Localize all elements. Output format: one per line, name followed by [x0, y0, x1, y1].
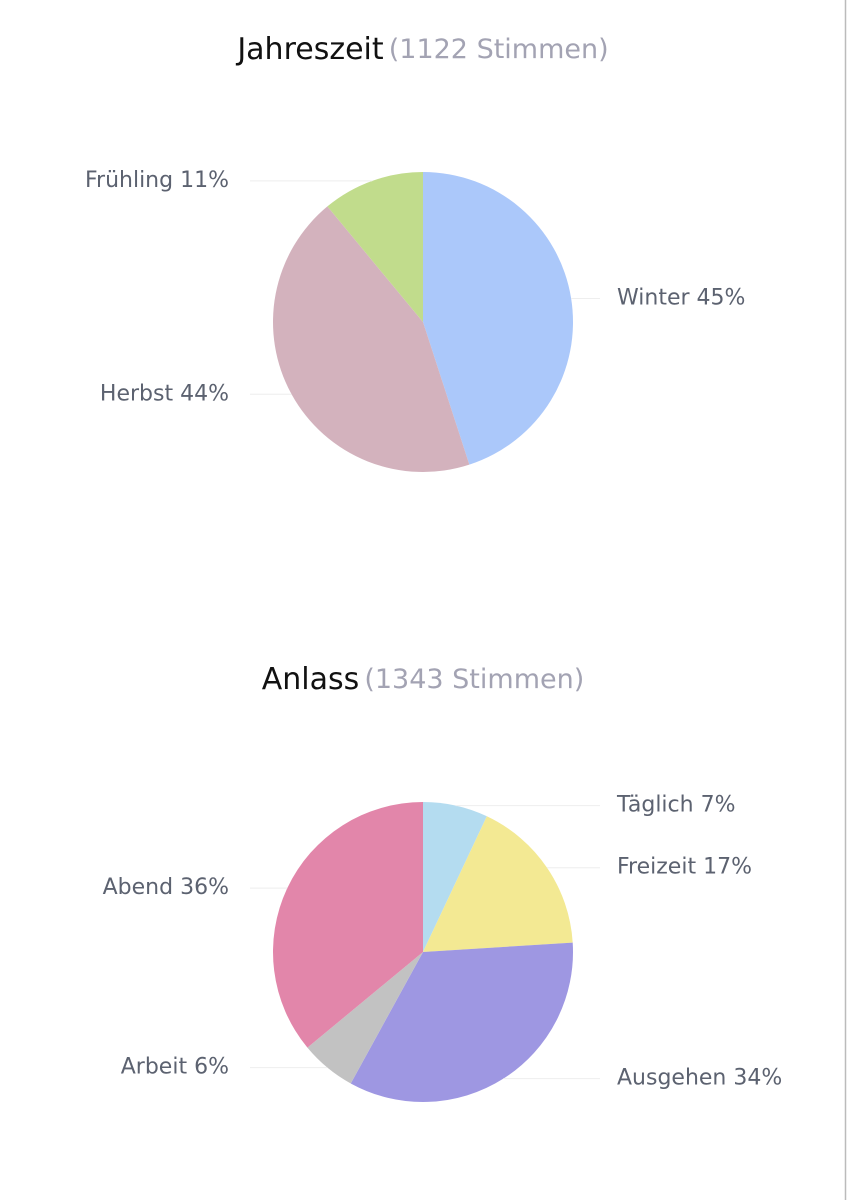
label-category: Freizeit [617, 855, 696, 880]
subtitle: (1343 Stimmen) [364, 664, 584, 695]
label-value: 11% [180, 168, 229, 193]
label-value: 45% [697, 286, 746, 311]
label-value: 36% [180, 875, 229, 900]
data-label: Frühling 11% [85, 168, 229, 193]
title: Jahreszeit [235, 32, 384, 67]
label-value: 6% [194, 1055, 229, 1080]
pie-slice [273, 206, 470, 473]
pie-slice [327, 172, 423, 322]
data-label: Abend 36% [103, 875, 229, 900]
data-label: Arbeit 6% [121, 1055, 229, 1080]
data-label: Freizeit 17% [617, 855, 752, 880]
label-value: 34% [733, 1066, 782, 1091]
pie-slice [307, 952, 423, 1084]
label-category: Herbst [100, 381, 174, 406]
chart-title: Anlass (1343 Stimmen) [262, 662, 585, 697]
data-label: Herbst 44% [100, 381, 229, 406]
chart-title: Jahreszeit (1122 Stimmen) [235, 32, 608, 67]
title: Anlass [262, 662, 360, 697]
pie-slice [423, 816, 573, 952]
data-label: Ausgehen 34% [617, 1066, 782, 1091]
subtitle: (1122 Stimmen) [389, 34, 609, 65]
label-category: Arbeit [121, 1055, 188, 1080]
pie-slice [272, 802, 423, 1048]
pie-slice [423, 802, 487, 952]
label-value: 44% [180, 381, 229, 406]
label-category: Täglich [616, 793, 694, 818]
label-value: 17% [703, 855, 752, 880]
label-category: Ausgehen [617, 1066, 726, 1091]
data-label: Winter 45% [617, 286, 745, 311]
label-category: Winter [617, 286, 690, 311]
label-value: 7% [701, 793, 736, 818]
pie-slice [423, 172, 574, 465]
label-category: Abend [103, 875, 173, 900]
label-category: Frühling [85, 168, 173, 193]
data-label: Täglich 7% [616, 793, 736, 818]
pie-slice [350, 942, 573, 1103]
